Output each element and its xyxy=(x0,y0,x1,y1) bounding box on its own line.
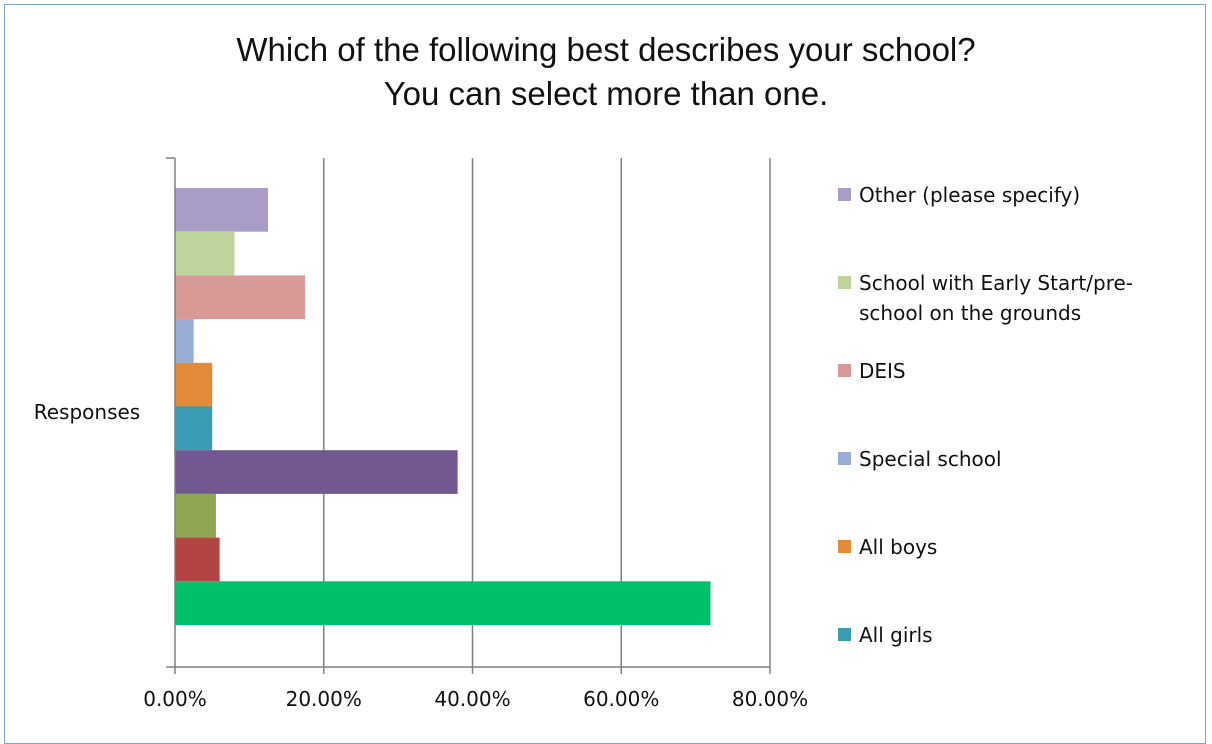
legend-label: DEIS xyxy=(859,359,906,383)
bar xyxy=(175,319,194,363)
legend-swatch xyxy=(838,452,851,465)
bar xyxy=(175,275,306,320)
legend-swatch xyxy=(838,188,851,201)
bar-chart-plot: 0.00% 20.00% 40.00% 60.00% 80.00% Responses O… xyxy=(34,157,1133,711)
category-label: Responses xyxy=(34,400,140,424)
chart-title-line-1: Which of the following best describes yo… xyxy=(236,31,976,68)
x-tick-label: 40.00% xyxy=(434,687,510,711)
bar xyxy=(175,537,220,582)
chart-title-line-2: You can select more than one. xyxy=(383,75,829,112)
bar xyxy=(175,188,268,232)
legend-label: School with Early Start/pre- xyxy=(859,271,1133,295)
legend-label: school on the grounds xyxy=(859,301,1081,325)
bar xyxy=(175,581,711,625)
bar xyxy=(175,406,213,451)
legend-label: Special school xyxy=(859,447,1002,471)
x-tick-label: 20.00% xyxy=(286,687,362,711)
bar xyxy=(175,493,216,538)
bar xyxy=(175,362,213,407)
x-tick-label: 60.00% xyxy=(583,687,659,711)
legend-label: Other (please specify) xyxy=(859,183,1080,207)
bar xyxy=(175,450,458,494)
legend-label: All girls xyxy=(859,623,933,647)
legend-swatch xyxy=(838,540,851,553)
x-tick-label: 0.00% xyxy=(143,687,207,711)
x-tick-label: 80.00% xyxy=(732,687,808,711)
legend-swatch xyxy=(838,628,851,641)
chart-title: Which of the following best describes yo… xyxy=(0,28,1212,116)
legend-swatch xyxy=(838,276,851,289)
legend-swatch xyxy=(838,364,851,377)
bar xyxy=(175,231,235,276)
legend-label: All boys xyxy=(859,535,937,559)
